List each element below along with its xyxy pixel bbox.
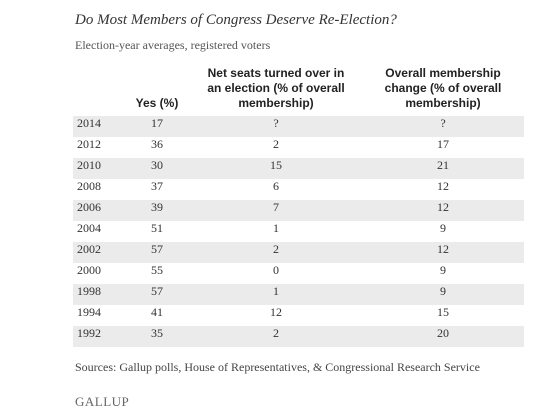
value-cell: 15 bbox=[437, 305, 449, 319]
title: Do Most Members of Congress Deserve Re-E… bbox=[75, 12, 397, 28]
value-cell: 41 bbox=[151, 305, 163, 319]
value-cell: 7 bbox=[273, 200, 279, 214]
brand: GALLUP bbox=[75, 394, 130, 409]
value-cell: 17 bbox=[151, 116, 163, 130]
table-row: 2002 57 2 12 bbox=[73, 242, 524, 263]
value-cell: 1 bbox=[273, 221, 279, 235]
table-row: 1992 35 2 20 bbox=[73, 326, 524, 347]
year-cell: 2006 bbox=[77, 200, 101, 214]
value-cell: 2 bbox=[273, 137, 279, 151]
table-row: 2008 37 6 12 bbox=[73, 179, 524, 200]
year-cell: 2014 bbox=[77, 116, 101, 130]
column-header: Net seats turned over in bbox=[207, 66, 345, 80]
value-cell: 30 bbox=[151, 158, 163, 172]
value-cell: 51 bbox=[151, 221, 163, 235]
value-cell: 1 bbox=[273, 284, 279, 298]
column-header: change (% of overall bbox=[384, 81, 502, 95]
table-row: 2006 39 7 12 bbox=[73, 200, 524, 221]
year-cell: 2002 bbox=[77, 242, 101, 256]
value-cell: 2 bbox=[273, 242, 279, 256]
table-row: 2004 51 1 9 bbox=[73, 221, 524, 242]
value-cell: 15 bbox=[270, 158, 282, 172]
year-cell: 1998 bbox=[77, 284, 101, 298]
value-cell: 9 bbox=[440, 263, 446, 277]
year-cell: 2008 bbox=[77, 179, 101, 193]
value-cell: 37 bbox=[151, 179, 163, 193]
column-header: membership) bbox=[238, 96, 314, 110]
value-cell: 2 bbox=[273, 326, 279, 340]
year-cell: 2010 bbox=[77, 158, 101, 172]
source-note: Sources: Gallup polls, House of Represen… bbox=[75, 360, 480, 374]
year-cell: 2000 bbox=[77, 263, 101, 277]
value-cell: 0 bbox=[273, 263, 279, 277]
value-cell: 12 bbox=[270, 305, 282, 319]
year-cell: 2004 bbox=[77, 221, 101, 235]
value-cell: 55 bbox=[151, 263, 163, 277]
value-cell: 9 bbox=[440, 284, 446, 298]
value-cell: 6 bbox=[273, 179, 279, 193]
table-row: 1998 57 1 9 bbox=[73, 284, 524, 305]
table-row: 2014 17?? bbox=[73, 116, 524, 137]
year-cell: 2012 bbox=[77, 137, 101, 151]
value-cell: 39 bbox=[151, 200, 163, 214]
column-header: membership) bbox=[405, 96, 481, 110]
value-cell: 12 bbox=[437, 200, 449, 214]
subtitle: Election-year averages, registered voter… bbox=[75, 38, 271, 52]
value-cell: 21 bbox=[437, 158, 449, 172]
year-cell: 1994 bbox=[77, 305, 101, 319]
table-row: 2012 36 2 17 bbox=[73, 137, 524, 158]
value-cell: 17 bbox=[437, 137, 449, 151]
column-header: Yes (%) bbox=[135, 96, 179, 110]
value-cell: 12 bbox=[437, 242, 449, 256]
table-row: 2000 55 0 9 bbox=[73, 263, 524, 284]
table-row: 1994 41 12 15 bbox=[73, 305, 524, 326]
value-cell: 35 bbox=[151, 326, 163, 340]
value-cell: 9 bbox=[440, 221, 446, 235]
column-header: Overall membership bbox=[385, 66, 501, 80]
year-cell: 1992 bbox=[77, 326, 101, 340]
value-cell: ? bbox=[273, 116, 279, 130]
value-cell: ? bbox=[440, 116, 446, 130]
value-cell: 12 bbox=[437, 179, 449, 193]
table-row: 2010 30 15 21 bbox=[73, 158, 524, 179]
column-header: an election (% of overall bbox=[207, 81, 345, 95]
value-cell: 57 bbox=[151, 284, 163, 298]
value-cell: 57 bbox=[151, 242, 163, 256]
value-cell: 20 bbox=[437, 326, 449, 340]
value-cell: 36 bbox=[151, 137, 163, 151]
